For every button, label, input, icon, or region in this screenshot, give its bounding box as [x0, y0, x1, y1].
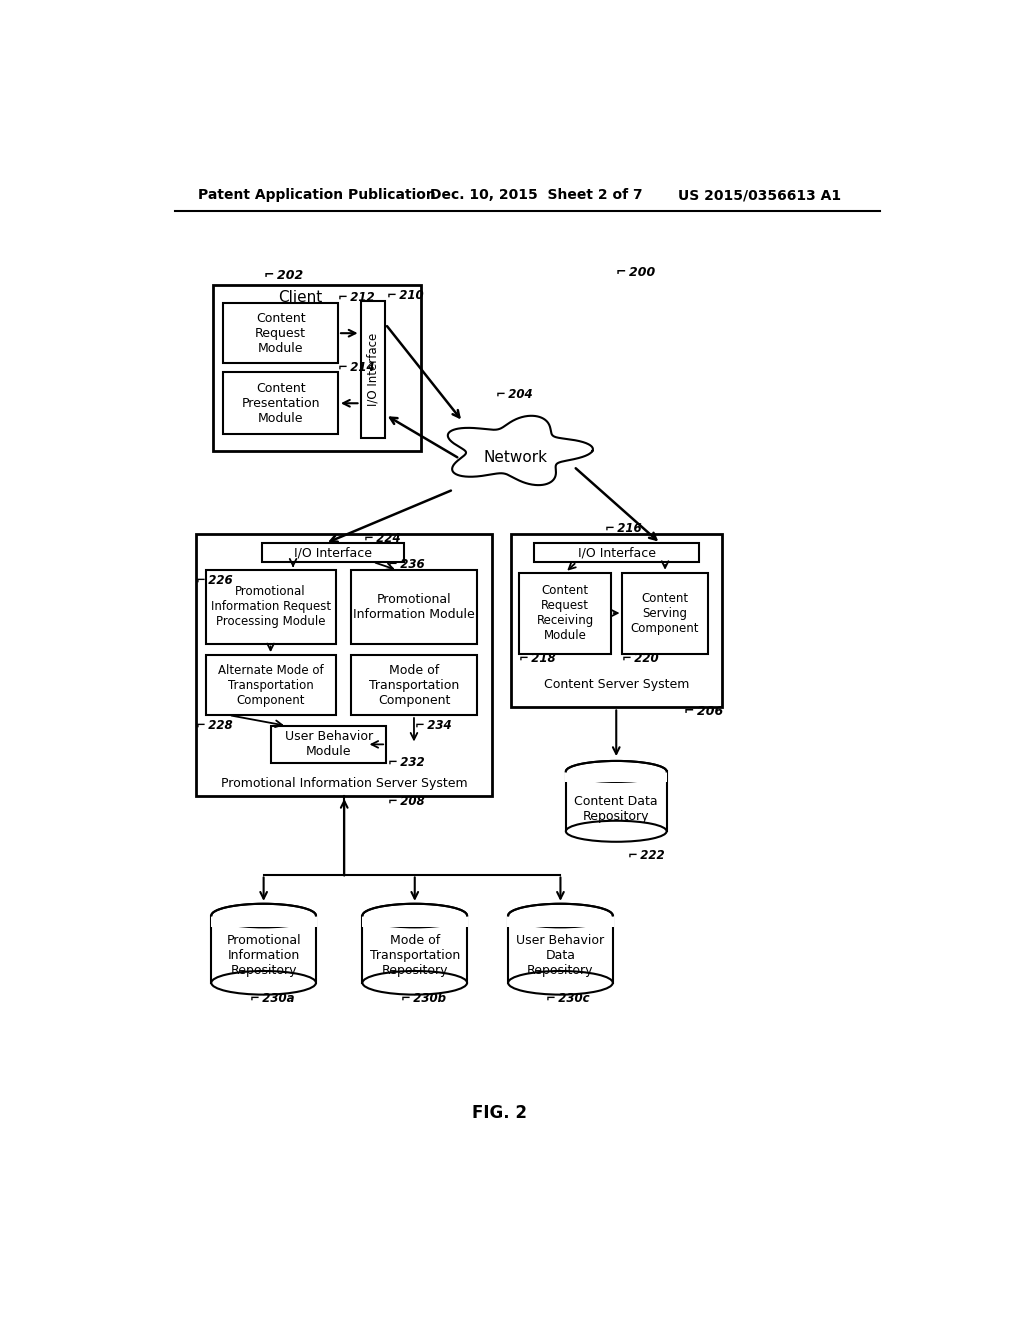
Text: ⌐ 232: ⌐ 232	[388, 756, 424, 770]
Bar	[519, 573, 611, 653]
Bar	[197, 535, 493, 796]
Text: Promotional
Information
Repository: Promotional Information Repository	[226, 933, 301, 977]
Text: Promotional
Information Module: Promotional Information Module	[353, 593, 475, 620]
Text: Mode of
Transportation
Repository: Mode of Transportation Repository	[370, 933, 460, 977]
Ellipse shape	[525, 424, 589, 470]
Text: ⌐ 230c: ⌐ 230c	[547, 991, 590, 1005]
Text: ⌐ 208: ⌐ 208	[388, 795, 424, 808]
Text: ⌐ 228: ⌐ 228	[197, 718, 232, 731]
Bar	[565, 771, 668, 781]
Bar	[223, 304, 338, 363]
Text: User Behavior
Module: User Behavior Module	[285, 730, 373, 759]
Text: ⌐ 212: ⌐ 212	[338, 292, 375, 305]
Text: ⌐ 204: ⌐ 204	[496, 388, 532, 401]
Text: Content
Request
Module: Content Request Module	[255, 312, 306, 355]
Bar	[360, 301, 385, 438]
Text: ⌐ 230a: ⌐ 230a	[250, 991, 294, 1005]
Text: ⌐ 222: ⌐ 222	[628, 849, 665, 862]
Text: I/O Interface: I/O Interface	[367, 333, 380, 407]
Ellipse shape	[362, 972, 467, 995]
Ellipse shape	[442, 411, 519, 466]
Text: ⌐ 226: ⌐ 226	[197, 574, 232, 587]
Bar	[566, 771, 667, 832]
Ellipse shape	[465, 399, 547, 457]
Text: Promotional
Information Request
Processing Module: Promotional Information Request Processi…	[211, 586, 331, 628]
Text: Dec. 10, 2015  Sheet 2 of 7: Dec. 10, 2015 Sheet 2 of 7	[430, 189, 643, 202]
Bar	[351, 570, 477, 644]
Text: ⌐ 230b: ⌐ 230b	[400, 991, 445, 1005]
Text: ⌐ 202: ⌐ 202	[263, 269, 303, 282]
Text: Content
Serving
Component: Content Serving Component	[631, 591, 699, 635]
Bar	[362, 916, 467, 983]
Bar	[535, 544, 699, 562]
Text: User Behavior
Data
Repository: User Behavior Data Repository	[516, 933, 604, 977]
Ellipse shape	[211, 972, 316, 995]
Text: FIG. 2: FIG. 2	[472, 1105, 527, 1122]
Text: Promotional Information Server System: Promotional Information Server System	[221, 777, 468, 791]
Text: Network: Network	[483, 450, 548, 465]
Text: ⌐ 200: ⌐ 200	[616, 265, 655, 279]
Bar	[223, 372, 338, 434]
Ellipse shape	[566, 821, 667, 842]
Bar	[508, 916, 612, 983]
Text: Mode of
Transportation
Component: Mode of Transportation Component	[369, 664, 459, 706]
Ellipse shape	[508, 972, 612, 995]
Ellipse shape	[503, 407, 572, 457]
Ellipse shape	[508, 904, 612, 928]
Text: ⌐ 220: ⌐ 220	[623, 652, 659, 665]
Bar	[262, 544, 403, 562]
Text: ⌐ 224: ⌐ 224	[365, 532, 401, 545]
Bar	[213, 285, 421, 451]
Bar	[211, 916, 316, 983]
Ellipse shape	[211, 904, 316, 928]
Ellipse shape	[566, 760, 667, 781]
Bar	[351, 655, 477, 715]
Bar	[511, 535, 722, 708]
Bar	[271, 726, 386, 763]
Text: Alternate Mode of
Transportation
Component: Alternate Mode of Transportation Compone…	[218, 664, 324, 706]
Text: ⌐ 218: ⌐ 218	[519, 652, 556, 665]
Text: ⌐ 206: ⌐ 206	[684, 705, 724, 718]
Ellipse shape	[465, 425, 566, 484]
Ellipse shape	[362, 904, 467, 928]
Text: Client: Client	[279, 290, 323, 305]
Text: ⌐ 234: ⌐ 234	[415, 718, 452, 731]
Bar	[206, 655, 336, 715]
Text: ⌐ 210: ⌐ 210	[387, 289, 424, 302]
Text: I/O Interface: I/O Interface	[294, 546, 372, 560]
Bar	[206, 570, 336, 644]
Text: Patent Application Publication: Patent Application Publication	[198, 189, 435, 202]
Bar	[507, 916, 613, 928]
Bar	[361, 916, 468, 928]
Text: ⌐ 216: ⌐ 216	[604, 521, 641, 535]
Text: Content Data
Repository: Content Data Repository	[574, 795, 658, 824]
Text: ⌐ 236: ⌐ 236	[388, 558, 424, 572]
Text: ⌐ 214: ⌐ 214	[338, 362, 375, 375]
Bar	[211, 916, 316, 928]
Text: Content
Request
Receiving
Module: Content Request Receiving Module	[537, 583, 594, 642]
Bar	[623, 573, 708, 653]
Text: Content
Presentation
Module: Content Presentation Module	[242, 381, 319, 425]
Text: US 2015/0356613 A1: US 2015/0356613 A1	[678, 189, 842, 202]
Text: I/O Interface: I/O Interface	[578, 546, 655, 560]
Text: Content Server System: Content Server System	[544, 677, 689, 690]
